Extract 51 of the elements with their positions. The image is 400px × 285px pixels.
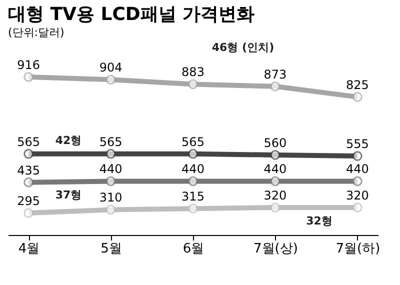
point xyxy=(270,202,280,212)
data-label: 555 xyxy=(346,137,369,152)
data-label: 904 xyxy=(99,60,122,75)
point xyxy=(352,92,362,102)
x-tick-label: 5월 xyxy=(100,242,122,256)
point xyxy=(352,151,362,161)
series-label: 42형 xyxy=(55,134,82,147)
x-tick-label: 7월(상) xyxy=(254,242,298,256)
point xyxy=(352,202,362,212)
point xyxy=(188,79,198,90)
point xyxy=(270,176,280,186)
x-tick-label: 7월(하) xyxy=(336,242,380,256)
data-label: 315 xyxy=(182,190,204,204)
point xyxy=(106,204,116,215)
data-label: 873 xyxy=(264,67,287,82)
point xyxy=(270,150,280,160)
point xyxy=(188,176,198,186)
data-label: 440 xyxy=(99,162,122,176)
data-label: 825 xyxy=(346,78,369,92)
point xyxy=(106,74,116,85)
point xyxy=(188,148,198,159)
x-tick-label: 6월 xyxy=(182,242,204,256)
data-label: 320 xyxy=(264,188,287,203)
chart-title: 대형 TV용 LCD패널 가격변화 xyxy=(8,4,255,26)
data-label: 435 xyxy=(17,163,40,178)
data-label: 883 xyxy=(182,65,204,80)
point xyxy=(352,176,362,186)
point xyxy=(106,176,116,186)
point xyxy=(24,72,34,82)
text: 46형 (인치) xyxy=(212,41,274,54)
data-label: 565 xyxy=(182,134,204,149)
data-label: 560 xyxy=(264,136,287,150)
data-label: 440 xyxy=(182,162,204,176)
data-label: 310 xyxy=(99,190,122,205)
series-label: 37형 xyxy=(55,188,82,202)
point xyxy=(188,204,198,214)
data-label: 440 xyxy=(346,162,369,176)
point xyxy=(106,148,116,159)
series-label: 32형 xyxy=(306,214,332,228)
data-label: 320 xyxy=(346,188,369,203)
point xyxy=(24,208,34,218)
data-label: 565 xyxy=(17,134,40,149)
point xyxy=(270,81,280,92)
data-label: 440 xyxy=(264,162,287,176)
point xyxy=(24,148,34,159)
data-label: 916 xyxy=(17,58,40,72)
x-tick-label: 4월 xyxy=(18,242,40,256)
chart-subtitle: (단위:달러) xyxy=(8,26,64,40)
data-label: 295 xyxy=(17,194,40,208)
data-label: 565 xyxy=(99,134,122,149)
point xyxy=(24,177,34,188)
